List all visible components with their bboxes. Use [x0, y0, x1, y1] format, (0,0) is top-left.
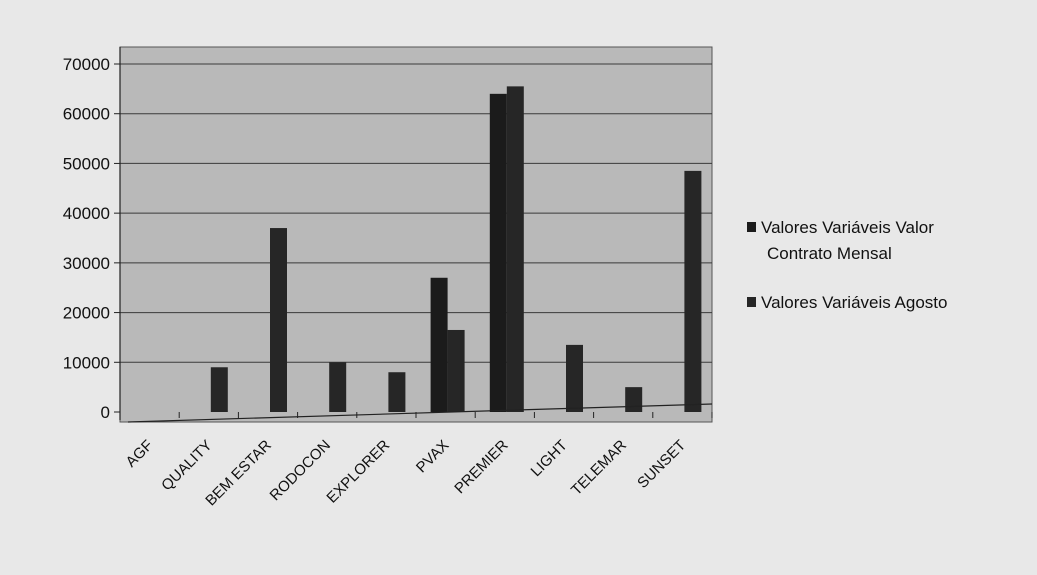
x-tick-label: QUALITY [158, 437, 215, 494]
legend-label: Valores Variáveis Valor [761, 218, 934, 237]
y-tick-label: 30000 [63, 254, 110, 273]
bar-rodocon-series-2 [329, 362, 347, 412]
axes [119, 47, 713, 423]
x-axis-line [127, 403, 713, 423]
y-tick-label: 0 [101, 403, 110, 422]
x-tick-label: LIGHT [528, 437, 571, 480]
y-tick-label: 50000 [63, 154, 110, 173]
bar-explorer-series-2 [388, 372, 406, 412]
bar-premier-series-1 [489, 93, 507, 412]
legend-label: Contrato Mensal [767, 244, 892, 263]
x-tick-label: SUNSET [634, 437, 689, 492]
x-tick-label: EXPLORER [323, 437, 393, 507]
x-tick-label: AGF [123, 437, 157, 471]
y-tick-label: 10000 [63, 353, 110, 372]
plot-background [119, 46, 713, 423]
legend-swatch [747, 297, 756, 307]
bar-quality-series-2 [210, 367, 228, 412]
bar-pvax-series-2 [447, 329, 465, 412]
y-tick-label: 40000 [63, 204, 110, 223]
bar-light-series-2 [566, 344, 583, 412]
plot-area [119, 46, 713, 423]
bar-premier-series-2 [506, 86, 524, 412]
y-axis-ticks: 0 10000 20000 30000 40000 50000 60000 70000 [63, 55, 120, 422]
y-tick-label: 20000 [63, 304, 110, 323]
x-tick-label: PREMIER [451, 437, 511, 497]
bars [210, 86, 702, 412]
bar-telemar-series-2 [625, 387, 643, 412]
y-tick-label: 70000 [63, 55, 110, 74]
legend-swatch [747, 222, 756, 232]
x-tick-label: PVAX [413, 437, 453, 477]
bar-bem-estar-series-2 [270, 228, 287, 412]
x-tick-label: TELEMAR [568, 437, 630, 499]
bar-pvax-series-1 [430, 277, 448, 412]
y-tick-label: 60000 [63, 105, 110, 124]
legend-label: Valores Variáveis Agosto [761, 293, 947, 312]
bar-sunset-series-2 [684, 170, 702, 412]
legend: Valores Variáveis Valor Contrato Mensal Va… [747, 218, 947, 312]
gridlines [120, 63, 712, 363]
